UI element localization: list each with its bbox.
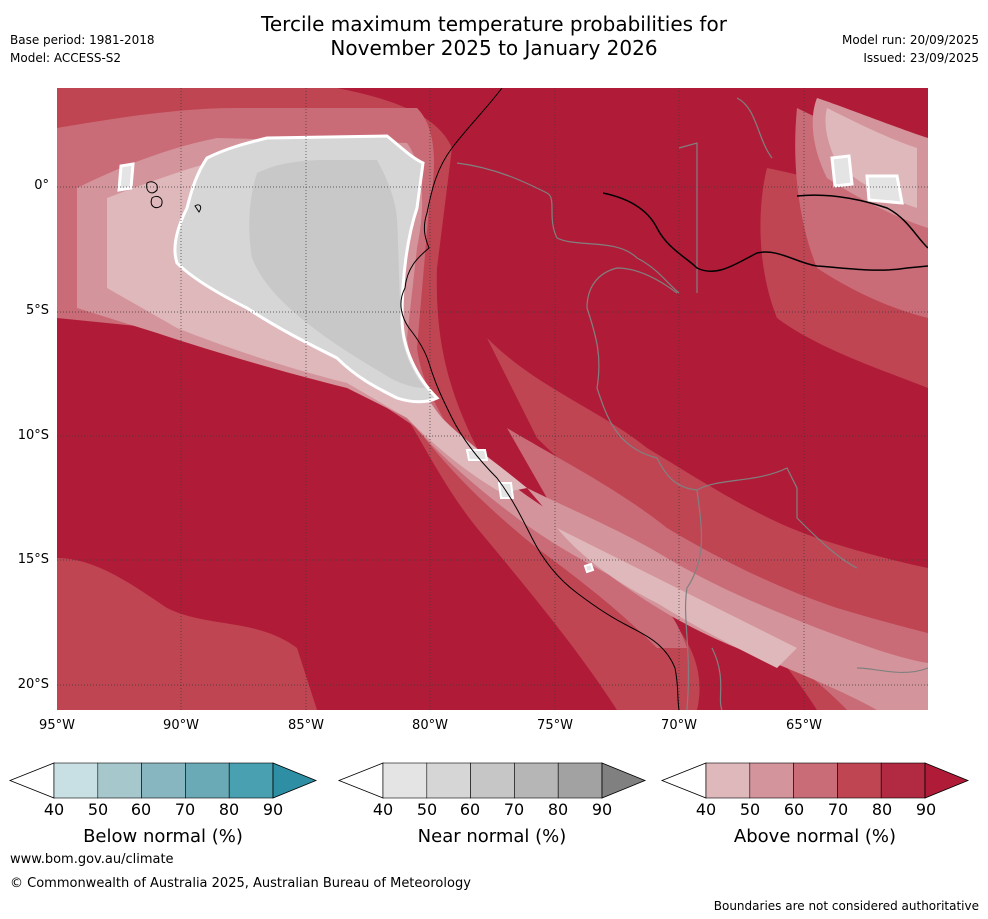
colorbar-segment: [141, 762, 186, 799]
lon-tick-75w: 75°W: [537, 718, 573, 733]
model-name: Model: ACCESS-S2: [10, 51, 122, 65]
lat-tick-20s: 20°S: [17, 677, 49, 692]
colorbar-segment: [53, 762, 99, 799]
chart-title: Tercile maximum temperature probabilitie…: [0, 12, 988, 60]
field-above-80-south: [57, 558, 317, 710]
near-normal-patch-ne1: [830, 154, 854, 188]
colorbar-arrow-high: [601, 762, 647, 799]
model-run: Model run: 20/09/2025: [841, 33, 979, 47]
near-normal-patch-coast3: [583, 562, 595, 574]
colorbar-arrow-low: [660, 762, 707, 799]
colorbar-near-normal: [337, 762, 647, 799]
issued-date: Issued: 23/09/2025: [863, 51, 979, 65]
near-normal-patch-ne2: [865, 174, 904, 205]
cb-near-tick: 70: [503, 800, 525, 819]
cb-below-tick: 90: [262, 800, 284, 819]
cb-above-tick: 40: [695, 800, 717, 819]
colorbars-svg: [8, 762, 970, 799]
field-above-60-andes: [527, 488, 928, 710]
cb-below-tick: 70: [174, 800, 196, 819]
field-near-normal-70: [249, 160, 425, 388]
field-above-50-andes: [557, 528, 797, 668]
colorbar-segment: [185, 762, 230, 799]
title-line-2: November 2025 to January 2026: [330, 36, 658, 60]
meta-left: Base period: 1981-2018 Model: ACCESS-S2: [10, 31, 155, 67]
colorbar-label-below: Below normal (%): [83, 826, 243, 847]
base-period: Base period: 1981-2018: [10, 33, 155, 47]
lat-tick-10s: 10°S: [17, 428, 49, 443]
cb-near-tick: 40: [372, 800, 394, 819]
colorbar-above-normal: [660, 762, 970, 799]
colorbar-arrow-high: [272, 762, 318, 799]
colorbar-segment: [793, 762, 838, 799]
colorbar-tick-row: 40 50 60 70 80 90 40 50 60 70 80 90 40 5…: [0, 800, 988, 822]
near-normal-patch-coast1: [465, 449, 489, 461]
colorbar-label-above: Above normal (%): [733, 826, 897, 847]
colorbar-below-normal: [8, 762, 318, 799]
cb-above-tick: 70: [827, 800, 849, 819]
lat-tick-5s: 5°S: [25, 303, 49, 318]
gridlines: [57, 88, 928, 710]
colorbar-arrow-low: [8, 762, 55, 799]
colorbar-segment: [749, 762, 794, 799]
colorbar-segment: [557, 762, 603, 799]
colorbar-segment: [705, 762, 751, 799]
lon-tick-85w: 85°W: [288, 718, 324, 733]
lon-tick-95w: 95°W: [39, 718, 75, 733]
lat-tick-15s: 15°S: [17, 552, 49, 567]
colorbar-segment: [514, 762, 559, 799]
country-borders: [456, 97, 928, 710]
cb-below-tick: 40: [43, 800, 65, 819]
cb-above-tick: 80: [871, 800, 893, 819]
cb-above-tick: 90: [915, 800, 937, 819]
copyright: © Commonwealth of Australia 2025, Austra…: [10, 876, 471, 891]
lon-tick-80w: 80°W: [412, 718, 448, 733]
near-normal-outline: [173, 134, 440, 404]
lon-tick-70w: 70°W: [661, 718, 697, 733]
colorbar-segment: [382, 762, 428, 799]
colorbar-segment: [228, 762, 274, 799]
cb-near-tick: 90: [591, 800, 613, 819]
near-normal-patch-west: [117, 162, 135, 192]
cb-near-tick: 50: [416, 800, 438, 819]
website-link[interactable]: www.bom.gov.au/climate: [10, 852, 174, 867]
cb-below-tick: 60: [130, 800, 152, 819]
meta-right: Model run: 20/09/2025 Issued: 23/09/2025: [842, 31, 979, 67]
colorbar-segment: [97, 762, 142, 799]
title-line-1: Tercile maximum temperature probabilitie…: [261, 12, 727, 36]
cb-above-tick: 60: [783, 800, 805, 819]
cb-above-tick: 50: [739, 800, 761, 819]
lat-tick-0: 0°: [34, 178, 49, 193]
colorbar-segment: [426, 762, 471, 799]
colorbar-segment: [880, 762, 926, 799]
cb-near-tick: 60: [459, 800, 481, 819]
cb-below-tick: 50: [87, 800, 109, 819]
coastlines: [146, 88, 928, 710]
colorbar-segment: [470, 762, 515, 799]
lon-tick-90w: 90°W: [163, 718, 199, 733]
disclaimer: Boundaries are not considered authoritat…: [713, 899, 979, 913]
colorbar-label-near: Near normal (%): [417, 826, 567, 847]
lon-tick-65w: 65°W: [786, 718, 822, 733]
cb-near-tick: 80: [547, 800, 569, 819]
probability-map: [57, 88, 928, 710]
map-svg: [57, 88, 928, 710]
colorbar-segment: [837, 762, 882, 799]
cb-below-tick: 80: [218, 800, 240, 819]
colorbar-arrow-high: [924, 762, 970, 799]
colorbar-arrow-low: [337, 762, 384, 799]
